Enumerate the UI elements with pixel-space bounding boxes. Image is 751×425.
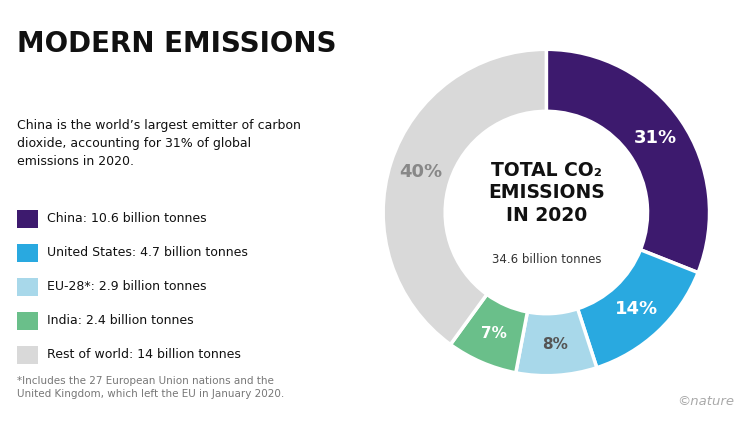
Text: MODERN EMISSIONS: MODERN EMISSIONS <box>17 30 336 58</box>
Text: China is the world’s largest emitter of carbon
dioxide, accounting for 31% of gl: China is the world’s largest emitter of … <box>17 119 300 168</box>
Wedge shape <box>546 49 710 272</box>
Text: China: 10.6 billion tonnes: China: 10.6 billion tonnes <box>47 212 207 225</box>
Text: 14%: 14% <box>615 300 659 318</box>
Text: TOTAL CO₂
EMISSIONS
IN 2020: TOTAL CO₂ EMISSIONS IN 2020 <box>488 161 605 225</box>
Wedge shape <box>383 49 547 345</box>
Text: *Includes the 27 European Union nations and the
United Kingdom, which left the E: *Includes the 27 European Union nations … <box>17 376 284 400</box>
Text: United States: 4.7 billion tonnes: United States: 4.7 billion tonnes <box>47 246 247 259</box>
Wedge shape <box>451 295 527 373</box>
Text: ©nature: ©nature <box>677 395 734 408</box>
Wedge shape <box>578 250 698 368</box>
Text: 34.6 billion tonnes: 34.6 billion tonnes <box>492 253 601 266</box>
Text: EU-28*: 2.9 billion tonnes: EU-28*: 2.9 billion tonnes <box>47 280 206 293</box>
Text: 8%: 8% <box>541 337 568 352</box>
Text: 40%: 40% <box>399 163 442 181</box>
Text: 31%: 31% <box>634 129 677 147</box>
Text: Rest of world: 14 billion tonnes: Rest of world: 14 billion tonnes <box>47 348 240 361</box>
Wedge shape <box>516 309 597 376</box>
Text: 7%: 7% <box>481 326 507 341</box>
Text: India: 2.4 billion tonnes: India: 2.4 billion tonnes <box>47 314 193 327</box>
